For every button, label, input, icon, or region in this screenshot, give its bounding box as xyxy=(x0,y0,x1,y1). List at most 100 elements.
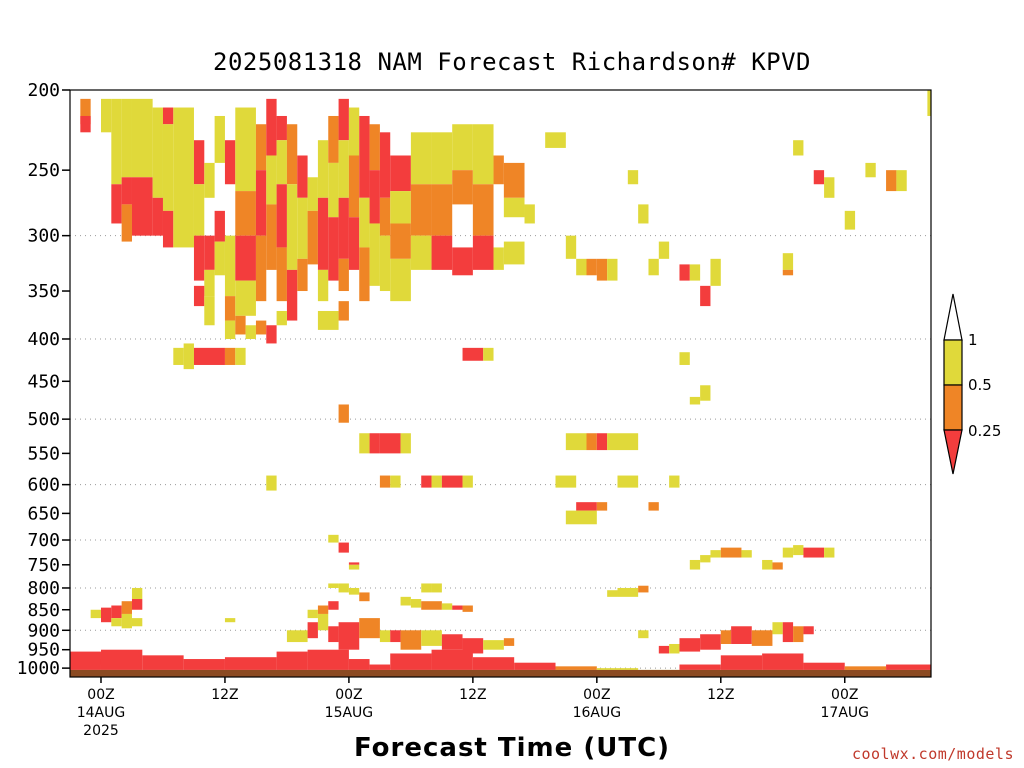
heatmap-cell xyxy=(162,124,174,211)
heatmap-cell xyxy=(782,622,794,643)
y-tick-label: 550 xyxy=(27,443,60,464)
x-tick-label: 00Z xyxy=(335,687,362,703)
heatmap-cell xyxy=(317,269,329,302)
heatmap-cell xyxy=(379,235,391,292)
heatmap-cell xyxy=(669,643,680,654)
x-tick-label: 14AUG xyxy=(77,705,126,721)
heatmap-cell xyxy=(338,542,349,553)
heatmap-cell xyxy=(235,107,256,192)
heatmap-cell xyxy=(431,184,453,236)
y-tick-label: 300 xyxy=(27,226,60,247)
surface-band-cell xyxy=(348,659,370,670)
heatmap-cell xyxy=(483,640,504,650)
heatmap-cell xyxy=(193,285,205,307)
heatmap-cell xyxy=(638,204,649,224)
heatmap-cell xyxy=(524,204,535,224)
heatmap-cell xyxy=(286,269,298,321)
heatmap-cell xyxy=(793,140,804,156)
heatmap-cell xyxy=(317,605,329,614)
heatmap-cell xyxy=(111,605,122,619)
heatmap-cell xyxy=(131,618,143,627)
heatmap-cell xyxy=(596,502,608,511)
heatmap-cell xyxy=(410,235,432,270)
heatmap-cell xyxy=(307,609,318,619)
heatmap-cell xyxy=(793,545,804,556)
heatmap-cell xyxy=(348,562,360,565)
colorbar-bin-yellow xyxy=(943,339,963,386)
x-tick-label: 00Z xyxy=(831,687,858,703)
heatmap-cell xyxy=(431,583,442,593)
heatmap-cell xyxy=(338,197,349,259)
heatmap-cell xyxy=(338,404,349,423)
y-tick-label: 900 xyxy=(27,620,60,641)
heatmap-cell xyxy=(586,258,597,276)
heatmap-cell xyxy=(865,162,876,178)
heatmap-cell xyxy=(648,258,659,276)
heatmap-cell xyxy=(359,592,370,602)
y-tick-label: 700 xyxy=(27,530,60,551)
heatmap-cell xyxy=(297,155,308,198)
heatmap-cell xyxy=(224,235,236,297)
heatmap-cell xyxy=(679,638,701,652)
heatmap-cell xyxy=(782,547,794,558)
heatmap-cell xyxy=(214,115,225,163)
heatmap-cell xyxy=(235,347,246,365)
heatmap-cell xyxy=(545,132,566,148)
heatmap-cell xyxy=(359,618,380,639)
heatmap-cell xyxy=(793,626,804,643)
heatmap-cell xyxy=(379,630,391,643)
surface-band-cell xyxy=(514,662,556,670)
heatmap-cell xyxy=(379,132,391,198)
heatmap-cell xyxy=(328,626,339,643)
heatmap-cell xyxy=(689,559,701,570)
heatmap-cell xyxy=(131,98,153,178)
heatmap-cell xyxy=(886,170,897,192)
heatmap-cell xyxy=(472,124,494,185)
heatmap-cell xyxy=(607,433,639,451)
heatmap-cell xyxy=(452,170,473,205)
y-tick-label: 850 xyxy=(27,600,60,621)
heatmap-cell xyxy=(224,296,236,321)
heatmap-cell xyxy=(689,264,701,281)
heatmap-cell xyxy=(235,235,256,281)
chart-title: 2025081318 NAM Forecast Richardson# KPVD xyxy=(213,48,811,76)
heatmap-cell xyxy=(359,197,370,248)
heatmap-cell xyxy=(204,269,215,297)
heatmap-cell xyxy=(421,630,442,646)
y-tick-label: 750 xyxy=(27,555,60,576)
heatmap-cell xyxy=(131,587,143,600)
heatmap-cell xyxy=(390,191,411,224)
colorbar-bin-orange xyxy=(943,384,963,431)
surface-band-cell xyxy=(100,649,143,670)
heatmap-cell xyxy=(390,223,411,259)
surface-band-cell xyxy=(844,666,887,670)
heatmap-cell xyxy=(245,325,256,339)
heatmap-cell xyxy=(359,433,370,454)
heatmap-cell xyxy=(462,347,484,361)
heatmap-cell xyxy=(638,585,649,593)
heatmap-cell xyxy=(617,587,639,597)
heatmap-cell xyxy=(700,285,711,307)
x-tick-label: 00Z xyxy=(87,687,114,703)
heatmap-cell xyxy=(286,184,298,270)
x-tick-label: 12Z xyxy=(459,687,486,703)
heatmap-cell xyxy=(679,352,690,365)
heatmap-cell xyxy=(348,155,360,218)
heatmap-cell xyxy=(369,170,380,224)
x-tick-label: 12Z xyxy=(211,687,238,703)
ground-layer xyxy=(70,649,931,677)
heatmap-cell xyxy=(555,475,577,488)
heatmap-cell xyxy=(824,177,835,198)
heatmap-cell xyxy=(679,264,690,281)
surface-band-cell xyxy=(183,659,225,670)
y-tick-label: 200 xyxy=(27,80,60,101)
heatmap-cell xyxy=(441,603,453,610)
surface-band-cell xyxy=(803,662,845,670)
y-axis-ticks: 200 250 300 350 400 450 500 550 600 650 700 7508008… xyxy=(17,80,70,679)
heatmap-cell xyxy=(307,210,318,265)
heatmap-cell xyxy=(255,124,267,171)
y-tick-label: 500 xyxy=(27,409,60,430)
heatmap-cell xyxy=(462,638,484,654)
heatmap-cell xyxy=(276,310,287,326)
surface-band-cell xyxy=(390,653,432,670)
